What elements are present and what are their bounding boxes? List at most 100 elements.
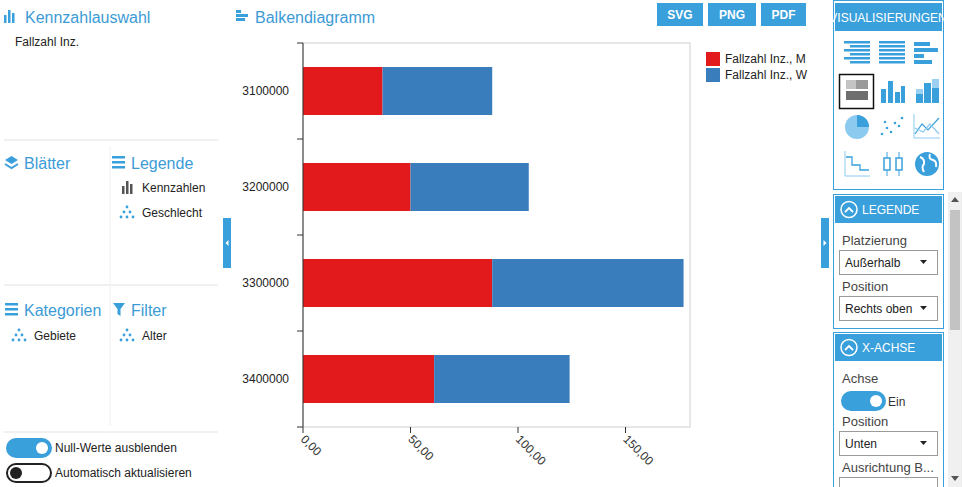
icon-part xyxy=(914,54,924,58)
icon-part xyxy=(915,152,939,176)
field-label: Platzierung xyxy=(842,233,907,248)
icon-part xyxy=(126,329,129,332)
handle-arrow xyxy=(824,240,827,246)
icon-part xyxy=(932,79,939,103)
icon-part xyxy=(888,81,893,103)
icon xyxy=(12,329,27,342)
field-item[interactable]: Alter xyxy=(142,329,167,343)
visualization-option[interactable] xyxy=(916,79,939,103)
handle-arrow xyxy=(226,240,229,246)
export-button[interactable]: SVG xyxy=(657,3,703,26)
field-item[interactable]: Kennzahlen xyxy=(142,181,205,195)
icon-part xyxy=(916,89,923,94)
visualization-option[interactable] xyxy=(914,114,940,138)
bar xyxy=(411,163,529,211)
icon-part xyxy=(126,216,129,219)
section-header[interactable]: LEGENDE xyxy=(835,196,942,223)
icon-part xyxy=(5,156,18,164)
legend-label: Fallzahl Inz., W xyxy=(725,68,808,82)
icon-part xyxy=(845,115,869,139)
section-box xyxy=(834,333,944,487)
category-separator xyxy=(297,139,303,140)
select-value: Unten xyxy=(845,437,877,451)
select-value: Rechts oben xyxy=(845,302,912,316)
icon-part xyxy=(881,89,886,103)
bar xyxy=(492,259,683,307)
icon-part xyxy=(844,41,870,44)
icon-part xyxy=(18,339,21,342)
visualization-option[interactable] xyxy=(844,41,870,64)
tick-mark xyxy=(410,427,411,433)
export-button[interactable]: PNG xyxy=(708,3,756,26)
select[interactable]: Unten xyxy=(840,432,938,456)
tick-mark xyxy=(625,427,626,433)
icon-part xyxy=(879,61,905,64)
collapse-handle[interactable] xyxy=(821,218,829,268)
select-arrow xyxy=(920,306,927,310)
visualization-option[interactable] xyxy=(845,115,869,139)
tick-mark xyxy=(518,427,519,433)
export-button[interactable]: PDF xyxy=(761,3,806,26)
icon-part xyxy=(844,57,870,60)
select[interactable]: Rechts oben xyxy=(840,297,938,321)
toggle-track xyxy=(7,464,51,482)
icon-part xyxy=(879,49,905,52)
icon-part xyxy=(846,157,869,170)
handle-bar xyxy=(821,218,829,268)
icon-part xyxy=(21,334,24,337)
icon-part xyxy=(850,61,870,64)
icon-part xyxy=(890,131,893,134)
field-item[interactable]: Gebiete xyxy=(34,329,76,343)
scrollbar[interactable] xyxy=(948,192,962,487)
icon-part xyxy=(884,158,890,170)
visualization-option[interactable] xyxy=(915,152,939,176)
icon-part xyxy=(18,329,21,332)
section-title: LEGENDE xyxy=(862,203,919,217)
select[interactable] xyxy=(840,478,938,487)
toggle-switch[interactable] xyxy=(7,464,51,482)
section-header-bg xyxy=(835,334,942,361)
visualization-option[interactable] xyxy=(884,152,902,176)
category-separator xyxy=(297,43,303,44)
page: KennzahlauswahlFallzahl Inz.BlätterLegen… xyxy=(0,0,964,487)
select-value: Außerhalb xyxy=(845,256,901,270)
icon-part xyxy=(24,339,27,342)
icon-part xyxy=(896,158,902,170)
sidebar: KennzahlauswahlFallzahl Inz.BlätterLegen… xyxy=(4,9,218,482)
toggle-switch[interactable] xyxy=(7,439,51,457)
collapse-handle[interactable] xyxy=(223,218,231,268)
bar xyxy=(303,163,411,211)
icon-part xyxy=(901,117,904,120)
select[interactable]: Außerhalb xyxy=(840,251,938,275)
section-header-bg xyxy=(835,196,942,223)
visualization-option[interactable] xyxy=(881,117,904,136)
icon-part xyxy=(879,57,905,60)
toggle-label: Automatisch aktualisieren xyxy=(55,466,192,480)
visualization-option[interactable] xyxy=(845,151,870,176)
legend-swatch xyxy=(706,68,720,82)
icon-part xyxy=(112,166,125,169)
tick-label: 0,00 xyxy=(298,432,325,459)
toggle-switch[interactable] xyxy=(842,392,885,410)
icon-part xyxy=(120,216,123,219)
measure-item[interactable]: Fallzahl Inz. xyxy=(15,35,79,49)
scroll-arrow xyxy=(951,476,959,481)
button-bg xyxy=(761,3,806,26)
bars xyxy=(303,67,684,403)
icon-part xyxy=(879,45,905,48)
icon-part xyxy=(123,211,126,214)
bar xyxy=(303,259,492,307)
button-label[interactable]: PDF xyxy=(772,8,796,22)
button-label[interactable]: PNG xyxy=(719,8,745,22)
collapse-icon xyxy=(845,346,853,350)
icon-part xyxy=(850,45,870,48)
visualization-option[interactable] xyxy=(846,80,868,100)
visualization-option[interactable] xyxy=(914,42,938,64)
visualization-option[interactable] xyxy=(881,81,905,103)
visualization-option[interactable] xyxy=(879,41,905,64)
section-header[interactable]: X-ACHSE xyxy=(835,334,942,361)
button-bg xyxy=(708,3,756,26)
field-item[interactable]: Geschlecht xyxy=(142,206,203,220)
icon-part xyxy=(5,313,18,316)
button-label[interactable]: SVG xyxy=(667,8,692,22)
